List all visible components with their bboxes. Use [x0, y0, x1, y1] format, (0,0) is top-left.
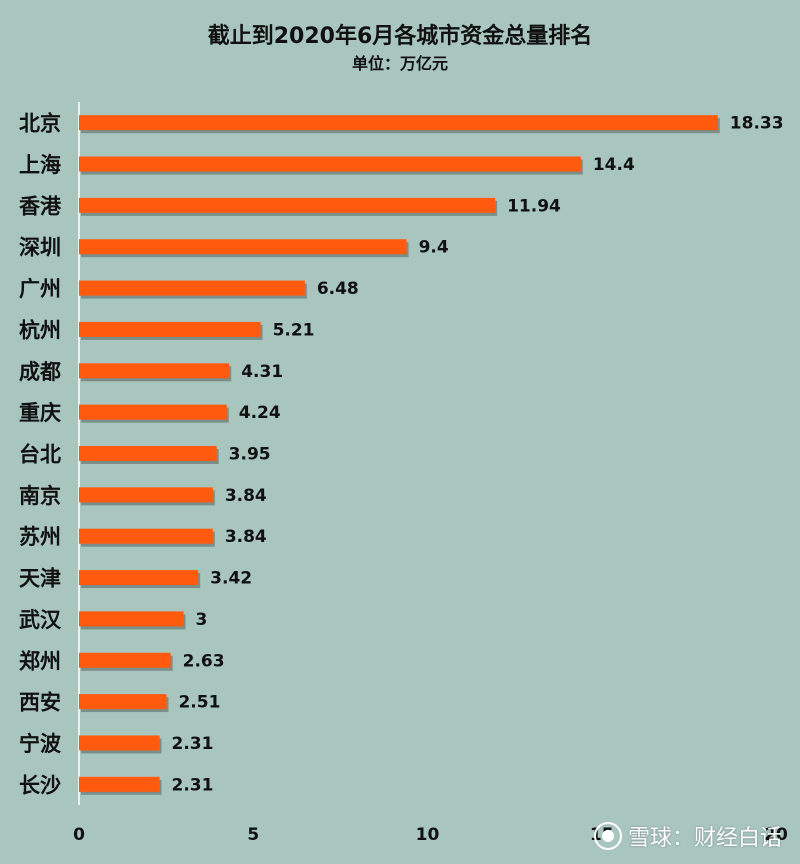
- watermark: 雪球：财经白话: [593, 820, 782, 852]
- bar: [79, 115, 718, 131]
- bar: [79, 197, 496, 213]
- data-label: 2.31: [172, 734, 214, 754]
- bar: [79, 280, 305, 296]
- data-label: 6.48: [317, 279, 359, 299]
- chart-title: 截止到2020年6月各城市资金总量排名: [207, 24, 593, 49]
- data-label: 14.4: [593, 155, 635, 175]
- category-label: 宁波: [19, 732, 62, 756]
- bar: [79, 156, 581, 172]
- data-label: 3.84: [225, 527, 267, 547]
- bar: [79, 776, 160, 792]
- x-tick-label: 20: [764, 825, 788, 845]
- x-tick-label: 0: [73, 825, 85, 845]
- snowball-logo-icon: [593, 822, 622, 850]
- x-tick-label: 10: [416, 825, 440, 845]
- category-label: 长沙: [19, 773, 61, 797]
- data-label: 18.33: [730, 114, 784, 134]
- category-label: 广州: [19, 277, 61, 301]
- bar: [79, 570, 199, 586]
- category-label: 重庆: [19, 401, 61, 425]
- category-label: 香港: [19, 194, 62, 218]
- bar: [79, 404, 227, 420]
- data-label: 3.95: [229, 445, 271, 465]
- category-label: 西安: [19, 691, 61, 715]
- bar: [79, 611, 184, 627]
- category-label: 杭州: [19, 318, 61, 342]
- data-label: 3.84: [225, 486, 267, 506]
- data-label: 4.24: [239, 403, 281, 423]
- watermark-text: 雪球：财经白话: [627, 826, 782, 851]
- chart-subtitle: 单位：万亿元: [351, 54, 448, 73]
- category-label: 深圳: [19, 236, 61, 260]
- data-label: 3: [196, 610, 208, 630]
- bar: [79, 239, 407, 255]
- category-label: 武汉: [19, 608, 62, 632]
- category-label: 郑州: [19, 649, 61, 673]
- data-label: 11.94: [507, 196, 561, 216]
- bar: [79, 446, 217, 461]
- category-label: 台北: [19, 443, 61, 467]
- category-label: 天津: [19, 567, 61, 591]
- bar: [79, 528, 213, 544]
- data-label: 4.31: [241, 362, 283, 382]
- category-label: 南京: [19, 484, 61, 508]
- bar: [79, 652, 171, 668]
- bar: [79, 694, 167, 710]
- bar: [79, 487, 213, 503]
- category-label: 上海: [19, 153, 61, 177]
- data-label: 2.31: [172, 775, 214, 795]
- bar: [79, 321, 261, 337]
- category-label: 成都: [19, 360, 61, 384]
- category-label: 北京: [19, 112, 61, 136]
- data-label: 9.4: [419, 238, 449, 258]
- bar: [79, 735, 160, 751]
- x-tick-label: 5: [247, 825, 259, 845]
- data-label: 2.51: [178, 693, 220, 713]
- data-label: 2.63: [183, 651, 225, 671]
- data-label: 3.42: [210, 569, 252, 589]
- bar: [79, 363, 230, 379]
- data-label: 5.21: [273, 320, 315, 340]
- category-label: 苏州: [19, 525, 61, 549]
